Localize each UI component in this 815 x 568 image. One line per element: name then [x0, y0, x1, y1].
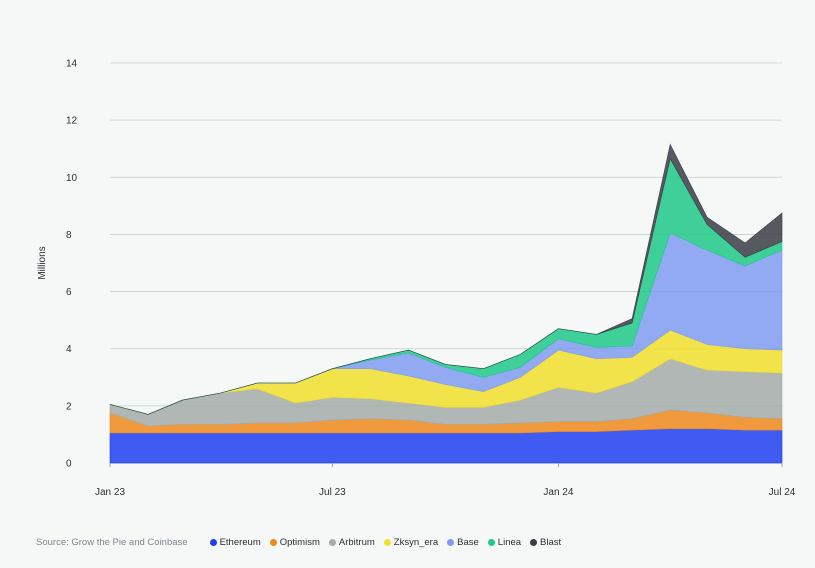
legend-swatch	[447, 538, 455, 546]
legend-swatch	[487, 538, 495, 546]
legend-item-zksyn-era: Zksyn_era	[383, 536, 439, 548]
legend-swatch	[269, 538, 277, 546]
series-area-blast	[109, 143, 783, 415]
legend-item-base: Base	[447, 537, 479, 548]
legend-item-linea: Linea	[487, 536, 522, 548]
legend-item-arbitrum: Arbitrum	[328, 536, 375, 548]
legend-label: Blast	[540, 536, 562, 548]
legend-item-blast: Blast	[530, 537, 561, 548]
source-note: Source: Grow the Pie and Coinbase	[36, 536, 188, 548]
legend: Ethereum Optimism Arbitrum Zksyn_era Base Lin…	[209, 536, 571, 548]
legend-swatch	[209, 538, 217, 546]
y-tick-label: 0	[66, 459, 72, 470]
y-tick-label: 8	[66, 230, 72, 241]
chart-footer: Source: Grow the Pie and Coinbase Ethere…	[36, 535, 570, 549]
x-tick-label: Jan 23	[95, 487, 125, 498]
y-tick-label: 10	[66, 173, 78, 184]
legend-label: Arbitrum	[338, 536, 375, 548]
legend-swatch	[383, 538, 391, 546]
y-tick-label: 6	[66, 287, 72, 298]
series-area-ethereum	[109, 428, 783, 464]
y-tick-label: 14	[66, 59, 78, 70]
legend-label: Optimism	[279, 536, 320, 548]
y-axis-title: Millions	[37, 246, 48, 279]
legend-swatch	[530, 538, 538, 546]
legend-item-ethereum: Ethereum	[209, 536, 261, 548]
y-tick-label: 12	[66, 116, 78, 127]
legend-item-optimism: Optimism	[269, 536, 320, 548]
y-tick-label: 4	[66, 344, 72, 355]
legend-label: Ethereum	[219, 536, 261, 548]
legend-label: Base	[457, 536, 479, 548]
x-tick-label: Jan 24	[543, 487, 573, 498]
x-tick-label: Jul 24	[769, 487, 796, 498]
legend-swatch	[328, 538, 336, 546]
legend-label: Linea	[497, 536, 522, 548]
y-tick-label: 2	[66, 401, 72, 412]
legend-label: Zksyn_era	[393, 536, 439, 548]
x-tick-label: Jul 23	[319, 487, 346, 498]
